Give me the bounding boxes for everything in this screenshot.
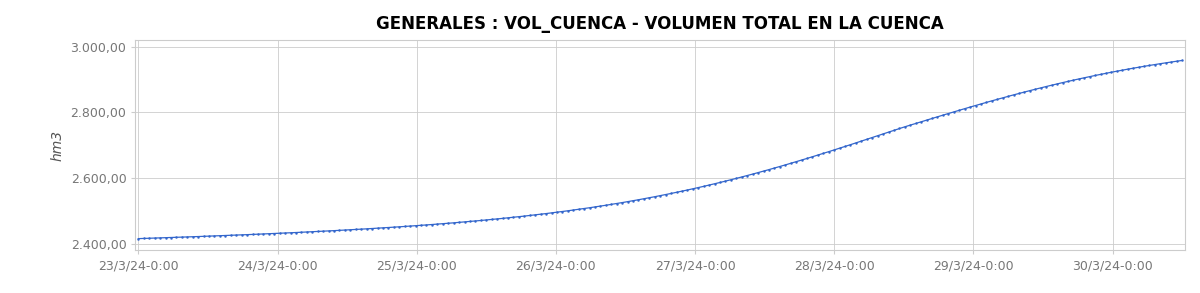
Title: GENERALES : VOL_CUENCA - VOLUMEN TOTAL EN LA CUENCA: GENERALES : VOL_CUENCA - VOLUMEN TOTAL E… [377,15,944,33]
Y-axis label: hm3: hm3 [50,130,65,161]
